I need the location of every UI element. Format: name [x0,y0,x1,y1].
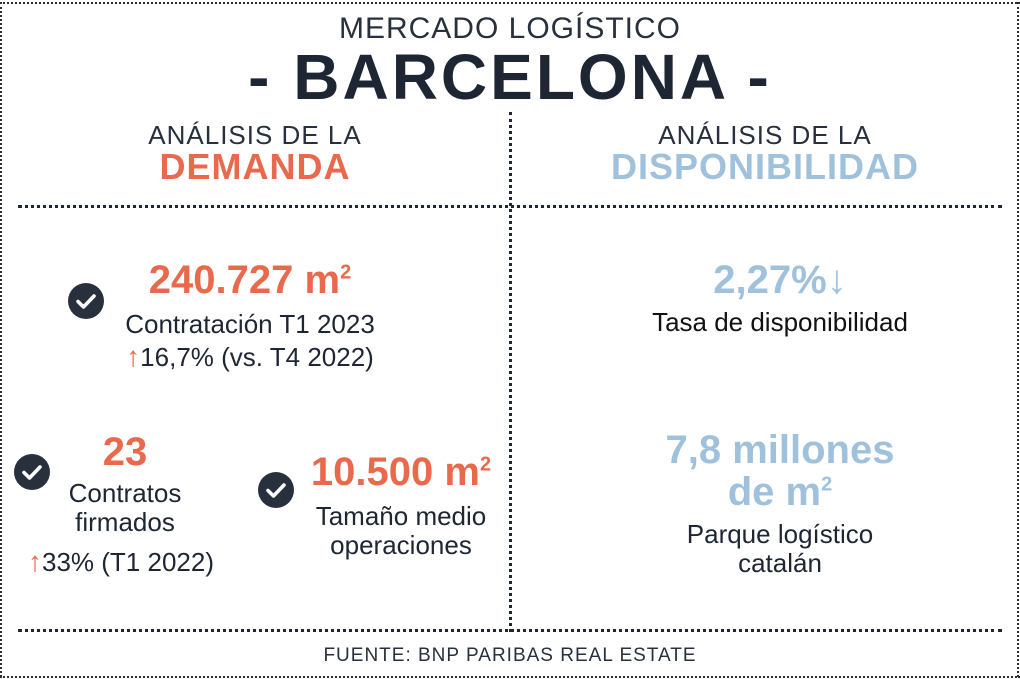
parque-value-line2: de m2 [580,470,980,515]
parque-value-line1: 7,8 millones [665,428,895,472]
contratacion-number: 240.727 m [148,258,341,302]
demand-heading-line1: ANÁLISIS DE LA [148,120,362,150]
parque-value-unit: de m [727,470,822,514]
contratacion-unit-sup: 2 [340,261,352,284]
frame-border-bottom [0,676,1020,678]
frame-border-top [0,2,1020,4]
check-circle-icon [14,454,50,490]
parque-unit-sup: 2 [821,473,833,496]
tamano-value: 10.500 m2 [296,450,506,495]
contratos-label-line1: Contratos [68,478,182,508]
check-circle-icon [258,472,294,508]
tasa-value: 2,27%↓ [610,258,950,303]
check-circle-icon [68,283,104,319]
tamano-label-line2: operaciones [330,530,472,560]
tasa-label: Tasa de disponibilidad [652,307,908,337]
heading-divider [18,205,1002,208]
contratos-label-line2: firmados [75,507,175,537]
footer-divider [18,629,1002,632]
title-big: - BARCELONA - [248,41,772,113]
tamano-unit-sup: 2 [479,453,492,476]
arrow-up-icon: ↑ [28,546,42,577]
contratacion-change: 16,7% (vs. T4 2022) [140,342,374,372]
contratos-change-row: ↑33% (T1 2022) [28,547,248,577]
arrow-up-icon: ↑ [126,341,141,372]
contratos-value: 23 [102,430,148,474]
contratacion-value: 240.727 m2 [110,258,390,303]
tamano-number: 10.500 m [310,450,480,494]
contratos-change: 33% (T1 2022) [42,547,214,577]
arrow-down-icon: ↓ [826,258,847,302]
source-note: FUENTE: BNP PARIBAS REAL ESTATE [323,645,697,666]
demand-heading-accent: DEMANDA [159,146,351,187]
tasa-number: 2,27% [713,258,827,302]
parque-label-line1: Parque logístico [686,519,874,549]
availability-heading-accent: DISPONIBILIDAD [610,146,919,187]
title-small: MERCADO LOGÍSTICO [338,12,682,45]
parque-label-line2: catalán [738,548,822,578]
availability-heading-line1: ANÁLISIS DE LA [658,120,872,150]
contratacion-change-row: ↑16,7% (vs. T4 2022) [110,342,390,372]
contratacion-label: Contratación T1 2023 [125,309,375,339]
column-divider [509,112,512,632]
tamano-label-line1: Tamaño medio [315,501,487,531]
frame-border-right [1017,2,1019,677]
frame-border-left [0,2,2,677]
